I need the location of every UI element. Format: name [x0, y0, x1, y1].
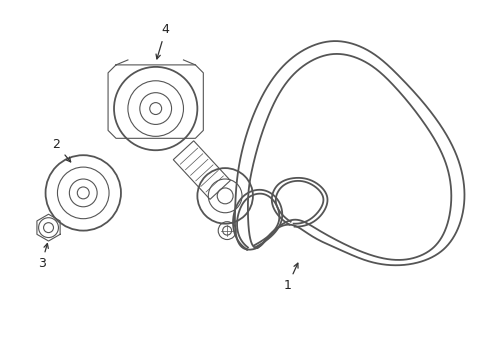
Text: 3: 3	[38, 244, 49, 270]
Text: 4: 4	[156, 23, 170, 59]
Text: 1: 1	[284, 263, 298, 292]
Text: 2: 2	[52, 138, 71, 162]
